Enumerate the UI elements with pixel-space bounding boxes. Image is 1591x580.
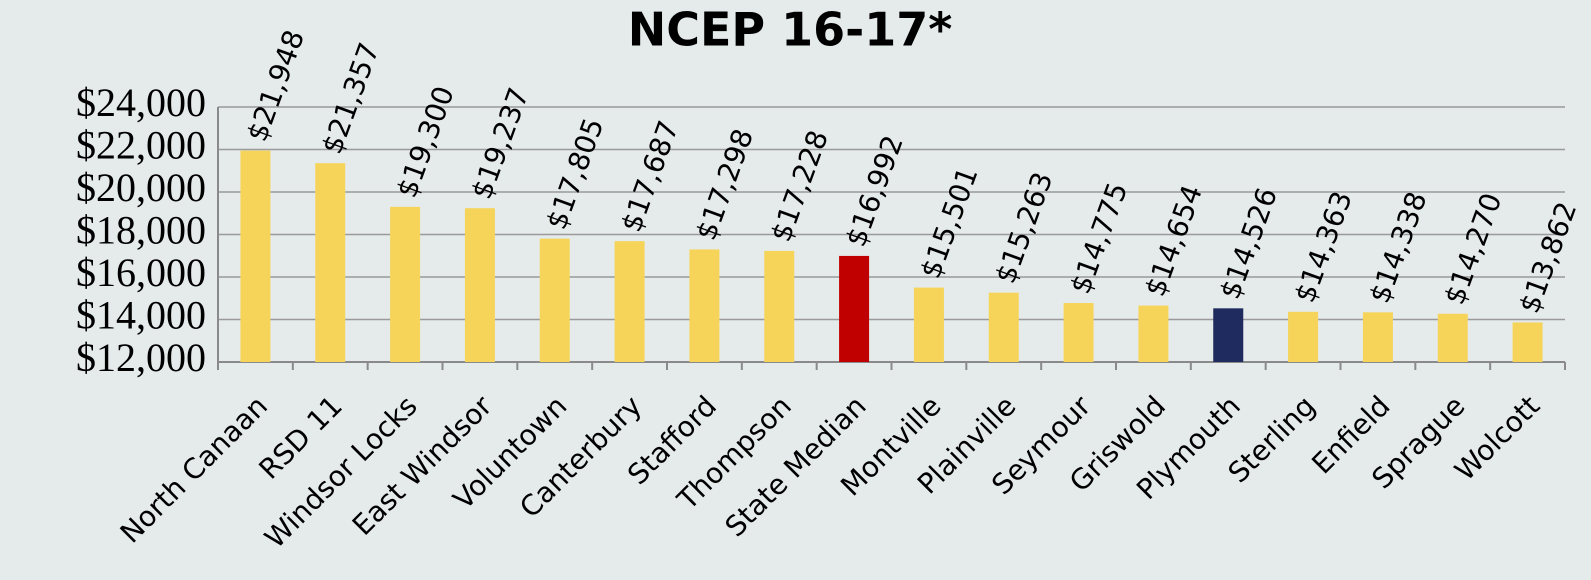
bar xyxy=(1362,312,1393,362)
value-label: $15,501 xyxy=(914,163,985,283)
y-tick-label: $14,000 xyxy=(76,293,206,338)
y-tick-label: $18,000 xyxy=(76,208,206,253)
value-label: $21,357 xyxy=(315,38,386,158)
value-label: $14,775 xyxy=(1064,178,1135,298)
value-label: $19,237 xyxy=(465,83,536,203)
value-label: $14,363 xyxy=(1288,187,1359,307)
bar xyxy=(839,255,870,362)
bar xyxy=(913,287,944,362)
bar xyxy=(539,238,570,362)
value-label: $17,687 xyxy=(615,116,686,236)
bar xyxy=(614,241,645,362)
x-tick-label: Wolcott xyxy=(1448,389,1546,487)
value-label: $21,948 xyxy=(241,26,312,146)
chart-title: NCEP 16-17* xyxy=(628,3,953,57)
value-label: $13,862 xyxy=(1513,197,1584,317)
value-label: $14,654 xyxy=(1139,181,1210,301)
y-tick-label: $22,000 xyxy=(76,123,206,168)
x-tick-label: North Canaan xyxy=(114,389,274,549)
bar xyxy=(1213,308,1244,362)
bar xyxy=(1063,303,1094,362)
bar xyxy=(988,292,1019,362)
value-label: $14,338 xyxy=(1363,187,1434,307)
y-tick-label: $12,000 xyxy=(76,335,206,380)
bar xyxy=(390,206,421,362)
bar xyxy=(240,150,271,362)
bar xyxy=(689,249,720,362)
value-label: $14,270 xyxy=(1438,189,1509,309)
bar xyxy=(1512,322,1543,362)
value-label: $19,300 xyxy=(390,82,461,202)
value-label: $17,805 xyxy=(540,114,611,234)
bar xyxy=(464,208,495,362)
bar xyxy=(1288,311,1319,362)
bar xyxy=(764,250,795,362)
bar xyxy=(315,163,346,362)
value-label: $15,263 xyxy=(989,168,1060,288)
value-label: $17,228 xyxy=(764,126,835,246)
value-label: $14,526 xyxy=(1213,183,1284,303)
y-tick-label: $20,000 xyxy=(76,165,206,210)
bar xyxy=(1138,305,1169,362)
bar xyxy=(1437,313,1468,362)
value-label: $17,298 xyxy=(690,124,761,244)
y-tick-label: $24,000 xyxy=(76,80,206,125)
y-tick-label: $16,000 xyxy=(76,250,206,295)
